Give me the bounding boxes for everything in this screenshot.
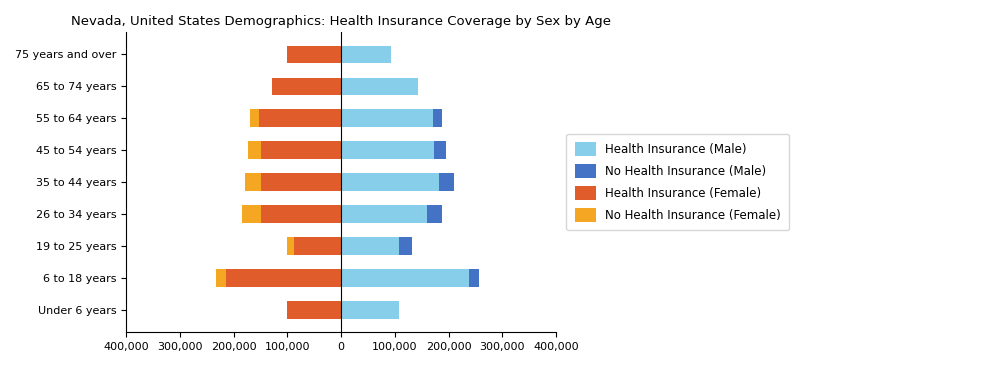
Bar <box>433 141 446 159</box>
Bar <box>439 173 454 191</box>
Bar <box>226 269 341 287</box>
Bar <box>341 205 427 223</box>
Bar <box>341 173 439 191</box>
Bar <box>341 46 391 63</box>
Bar <box>241 205 260 223</box>
Bar <box>287 237 294 255</box>
Title: Nevada, United States Demographics: Health Insurance Coverage by Sex by Age: Nevada, United States Demographics: Heal… <box>71 15 611 28</box>
Bar <box>260 173 341 191</box>
Bar <box>341 141 433 159</box>
Bar <box>427 205 442 223</box>
Bar <box>245 173 260 191</box>
Bar <box>341 77 418 95</box>
Bar <box>260 141 341 159</box>
Bar <box>288 46 341 63</box>
Bar <box>432 109 442 127</box>
Bar <box>259 109 341 127</box>
Bar <box>341 269 469 287</box>
Bar <box>247 141 260 159</box>
Bar <box>294 237 341 255</box>
Bar <box>341 301 399 319</box>
Bar <box>272 77 341 95</box>
Bar <box>399 237 412 255</box>
Bar <box>341 237 399 255</box>
Bar <box>341 109 432 127</box>
Bar <box>469 269 479 287</box>
Bar <box>216 269 226 287</box>
Bar <box>250 109 259 127</box>
Bar <box>288 301 341 319</box>
Legend: Health Insurance (Male), No Health Insurance (Male), Health Insurance (Female), : Health Insurance (Male), No Health Insur… <box>566 134 789 230</box>
Bar <box>260 205 341 223</box>
